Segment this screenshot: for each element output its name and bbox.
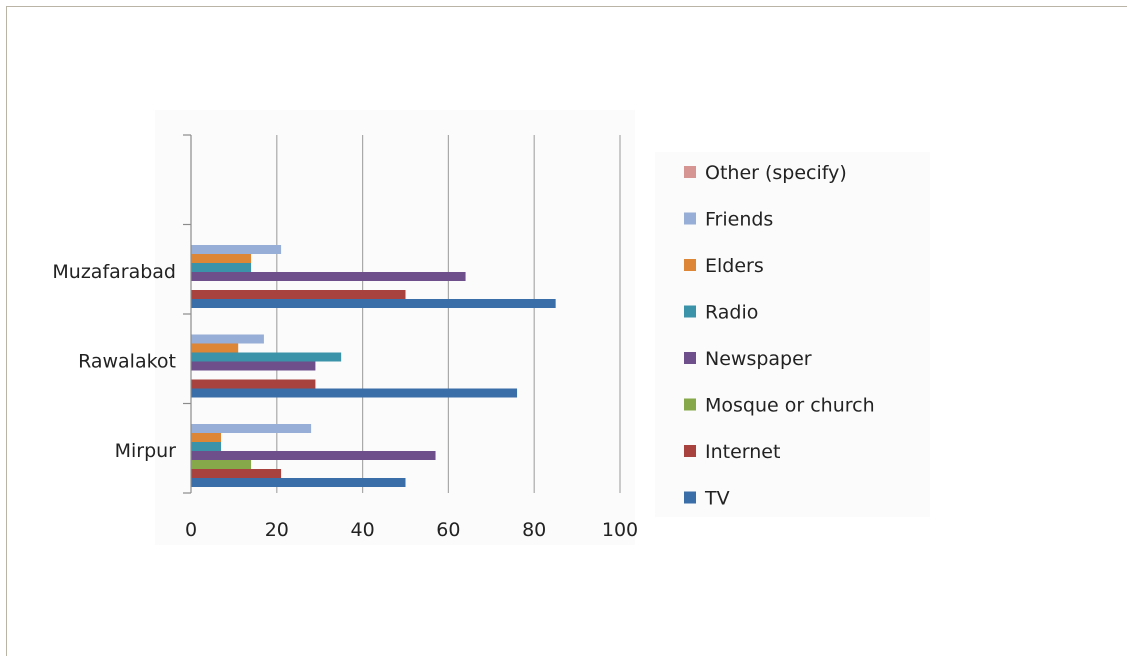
category-label: Rawalakot xyxy=(78,351,176,373)
legend-item-label: Elders xyxy=(705,255,764,277)
bar-friends xyxy=(191,424,312,433)
bar-newspaper xyxy=(191,451,436,460)
legend-swatch xyxy=(684,398,696,411)
bar-radio xyxy=(191,352,342,362)
x-tick-labels: 0 20 40 60 80 100 xyxy=(185,519,638,541)
bar-tv xyxy=(191,299,556,308)
legend: Other (specify) Friends Elders Radio Newspap… xyxy=(684,162,875,510)
bar-radio xyxy=(191,442,222,451)
legend-swatch xyxy=(684,305,696,318)
bar-newspaper xyxy=(191,361,316,371)
bar-radio xyxy=(191,263,252,272)
gridlines xyxy=(276,135,621,493)
chart-frame xyxy=(6,6,1127,656)
bars xyxy=(191,245,556,487)
category-label: Muzafarabad xyxy=(52,261,176,283)
x-tick-label: 0 xyxy=(185,519,197,541)
bar-internet xyxy=(191,379,316,389)
bar-elders xyxy=(191,343,239,353)
legend-item-label: Other (specify) xyxy=(705,162,847,184)
legend-area xyxy=(655,152,930,517)
legend-item-label: Mosque or church xyxy=(705,395,875,417)
bar-elders xyxy=(191,433,222,442)
x-tick-label: 100 xyxy=(602,519,638,541)
bar-elders xyxy=(191,254,252,263)
y-axis xyxy=(183,134,192,494)
legend-swatch xyxy=(684,491,696,504)
x-tick-label: 80 xyxy=(522,519,546,541)
bar-mosque-or-church xyxy=(191,460,252,469)
legend-swatch xyxy=(684,166,696,178)
legend-item-label: Friends xyxy=(705,209,773,231)
legend-swatch xyxy=(684,352,696,364)
legend-item-label: Internet xyxy=(705,441,780,463)
x-tick-label: 40 xyxy=(351,519,375,541)
x-tick-label: 20 xyxy=(265,519,289,541)
category-labels: Mirpur Rawalakot Muzafarabad xyxy=(52,261,176,462)
bar-internet xyxy=(191,290,406,299)
x-tick-label: 60 xyxy=(436,519,460,541)
legend-swatch xyxy=(684,212,696,225)
bar-tv xyxy=(191,478,406,487)
legend-swatch xyxy=(684,445,696,457)
legend-item-label: TV xyxy=(704,488,730,510)
legend-item-label: Newspaper xyxy=(705,348,812,370)
bar-newspaper xyxy=(191,272,466,281)
legend-swatch xyxy=(684,259,696,271)
legend-item-label: Radio xyxy=(705,302,758,324)
bar-internet xyxy=(191,469,282,478)
bar-tv xyxy=(191,388,518,398)
bar-friends xyxy=(191,334,264,344)
category-label: Mirpur xyxy=(115,440,177,462)
bar-friends xyxy=(191,245,282,254)
